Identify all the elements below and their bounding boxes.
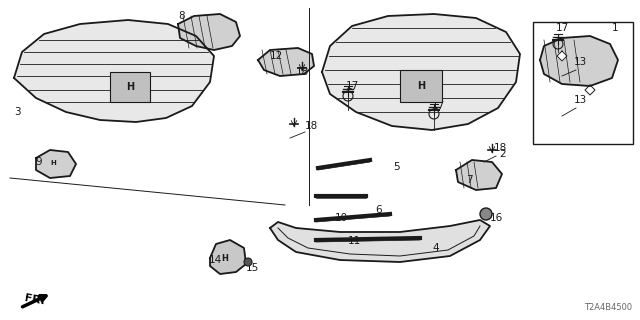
Text: T2A4B4500: T2A4B4500 xyxy=(584,303,632,312)
Polygon shape xyxy=(557,51,567,61)
Text: 18: 18 xyxy=(296,67,309,77)
Text: 18: 18 xyxy=(305,121,318,131)
Text: 12: 12 xyxy=(270,51,284,61)
Polygon shape xyxy=(258,48,314,76)
Circle shape xyxy=(244,258,252,266)
Text: 3: 3 xyxy=(14,107,20,117)
Polygon shape xyxy=(178,14,240,50)
Text: 5: 5 xyxy=(393,162,399,172)
Polygon shape xyxy=(210,240,246,274)
Text: 16: 16 xyxy=(490,213,503,223)
Text: 4: 4 xyxy=(432,243,438,253)
Text: H: H xyxy=(417,81,425,91)
Text: 1: 1 xyxy=(612,23,619,33)
Polygon shape xyxy=(540,36,618,86)
Circle shape xyxy=(480,208,492,220)
Bar xyxy=(110,72,150,102)
Text: 11: 11 xyxy=(348,236,361,246)
Text: 7: 7 xyxy=(466,175,472,185)
Text: 2: 2 xyxy=(499,149,506,159)
Bar xyxy=(533,22,633,144)
Text: 10: 10 xyxy=(335,213,348,223)
Text: 14: 14 xyxy=(209,255,222,265)
Polygon shape xyxy=(456,160,502,190)
Polygon shape xyxy=(270,220,490,262)
Text: H: H xyxy=(126,82,134,92)
Bar xyxy=(400,70,442,102)
Text: 13: 13 xyxy=(574,57,588,67)
Text: 17: 17 xyxy=(432,101,445,111)
Text: 18: 18 xyxy=(494,143,508,153)
Text: H: H xyxy=(221,254,228,263)
Text: 9: 9 xyxy=(35,157,42,167)
Polygon shape xyxy=(36,150,76,178)
Text: 6: 6 xyxy=(375,205,381,215)
Text: 17: 17 xyxy=(556,23,569,33)
Text: 13: 13 xyxy=(574,95,588,105)
Text: 15: 15 xyxy=(246,263,259,273)
Text: 17: 17 xyxy=(346,81,359,91)
Polygon shape xyxy=(322,14,520,130)
Text: 8: 8 xyxy=(178,11,184,21)
Text: FR.: FR. xyxy=(24,293,46,307)
Polygon shape xyxy=(585,85,595,95)
Polygon shape xyxy=(14,20,214,122)
Text: H: H xyxy=(50,160,56,166)
